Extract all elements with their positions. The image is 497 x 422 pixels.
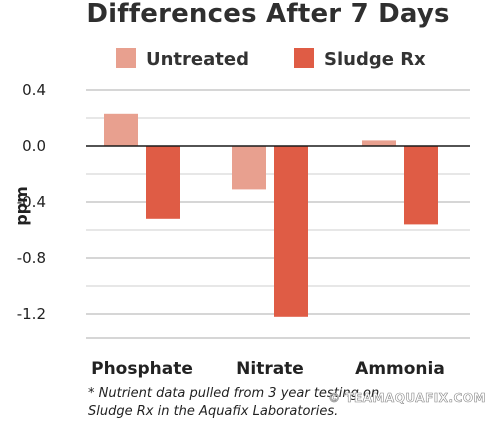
legend-label-0: Untreated [146, 49, 249, 70]
y-axis-label: ppm [12, 186, 31, 226]
note-line-2: Sludge Rx in the Aquafix Laboratories. [88, 404, 338, 419]
bar-sludge-rx-phosphate [146, 146, 180, 219]
bars [104, 113, 438, 317]
y-tick-label-1: 0.0 [22, 137, 46, 155]
y-tick-label-2: -0.4 [17, 193, 46, 211]
x-tick-label-nitrate: Nitrate [236, 359, 304, 379]
x-tick-label-phosphate: Phosphate [91, 359, 193, 379]
y-axis-ticks: 0.4 0.0 -0.4 -0.8 -1.2 [17, 81, 46, 323]
bar-untreated-phosphate [104, 113, 138, 146]
bar-untreated-nitrate [232, 146, 266, 190]
y-tick-label-4: -1.2 [17, 305, 46, 323]
bar-sludge-rx-nitrate [274, 146, 308, 317]
bar-sludge-rx-ammonia [404, 146, 438, 225]
watermark-text: © TEAMAQUAFIX.COM [328, 391, 486, 405]
x-tick-label-ammonia: Ammonia [355, 359, 445, 379]
chart-title: Differences After 7 Days [86, 0, 449, 29]
legend: Untreated Sludge Rx [116, 48, 426, 70]
bar-untreated-ammonia [362, 140, 396, 146]
note-line-1: * Nutrient data pulled from 3 year testi… [88, 386, 379, 401]
legend-swatch-0 [116, 48, 136, 68]
y-tick-label-0: 0.4 [22, 81, 46, 99]
y-tick-label-3: -0.8 [17, 249, 46, 267]
x-axis-ticks: Phosphate Nitrate Ammonia [91, 359, 445, 379]
legend-swatch-1 [294, 48, 314, 68]
legend-label-1: Sludge Rx [324, 49, 426, 70]
